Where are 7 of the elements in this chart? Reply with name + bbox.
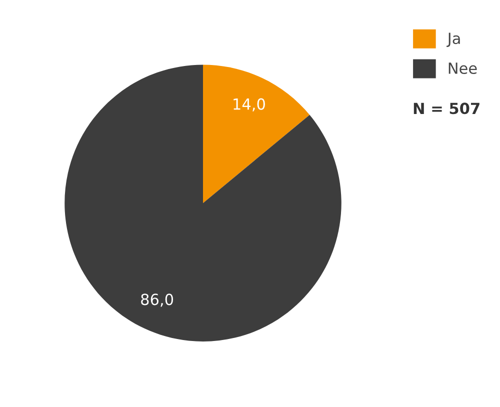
text: N = 507 [414, 102, 480, 114]
legend-label: Ja [446, 32, 460, 47]
data-label: 86,0 [141, 294, 174, 307]
legend-label: Nee [448, 62, 477, 74]
pie-slice [203, 64, 310, 204]
pie-slice [64, 64, 342, 342]
data-label: 14,0 [234, 98, 265, 112]
